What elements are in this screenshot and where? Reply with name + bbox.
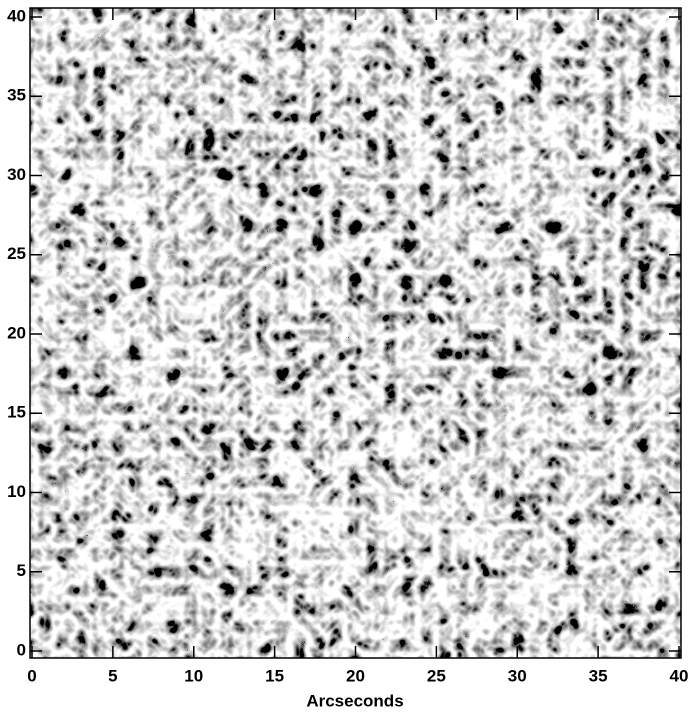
x-tick-label: 20 <box>346 666 365 685</box>
y-tick-label: 0 <box>17 640 26 659</box>
granulation-image <box>30 8 681 658</box>
x-tick-label: 5 <box>108 666 117 685</box>
y-tick-label: 40 <box>7 6 26 25</box>
x-tick-label: 25 <box>427 666 446 685</box>
x-tick-label: 10 <box>184 666 203 685</box>
y-tick-label: 5 <box>17 561 26 580</box>
x-axis-label: Arcseconds <box>306 691 403 710</box>
y-tick-label: 30 <box>7 165 26 184</box>
y-tick-label: 35 <box>7 86 26 105</box>
x-tick-label: 40 <box>670 666 689 685</box>
x-tick-label: 30 <box>508 666 527 685</box>
y-tick-label: 10 <box>7 482 26 501</box>
y-tick-label: 25 <box>7 244 26 263</box>
x-tick-label: 0 <box>27 666 36 685</box>
x-tick-label: 15 <box>265 666 284 685</box>
y-tick-label: 20 <box>7 323 26 342</box>
y-tick-label: 15 <box>7 403 26 422</box>
x-tick-label: 35 <box>589 666 608 685</box>
